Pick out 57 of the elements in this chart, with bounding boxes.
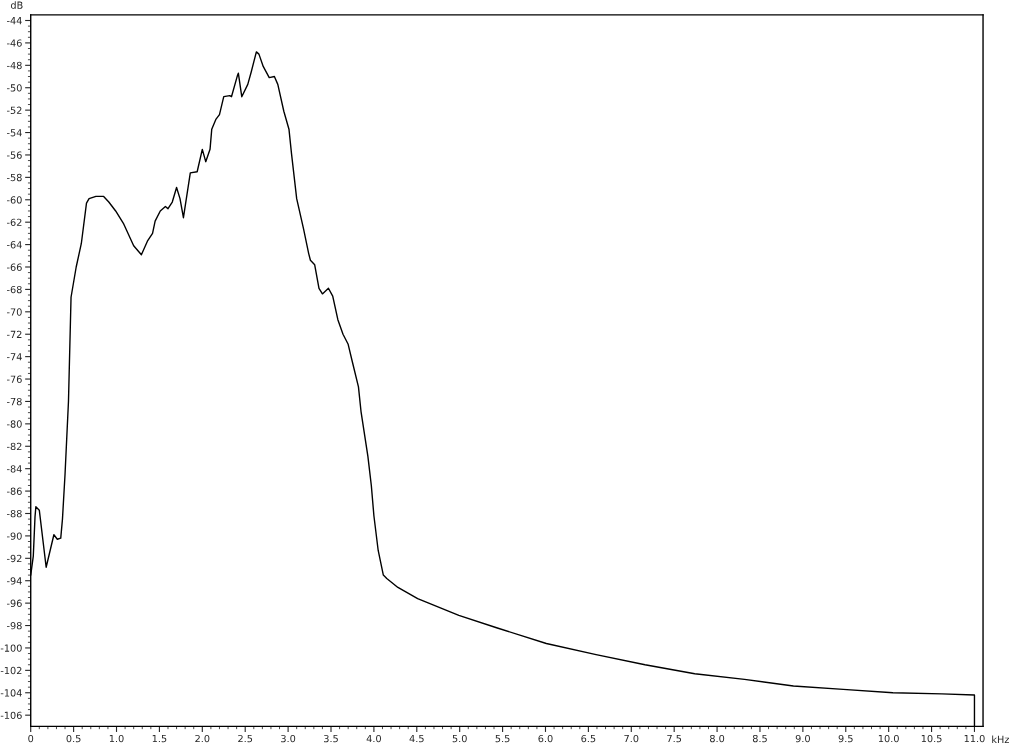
y-tick-label: -94 (6, 577, 22, 585)
x-tick-label: 7.0 (624, 734, 639, 743)
x-tick-label: 8.0 (710, 734, 725, 743)
x-tick-label: 2.0 (195, 734, 210, 743)
x-tick-label: 3.5 (324, 734, 338, 743)
y-tick-label: -58 (6, 173, 22, 182)
y-tick-label: -96 (6, 599, 22, 607)
x-tick-label: 6.5 (581, 734, 596, 743)
y-tick-label: -80 (6, 420, 22, 428)
y-tick-label: -106 (0, 711, 22, 719)
y-tick-label: -72 (6, 330, 22, 338)
y-tick-label: -50 (6, 84, 22, 92)
y-tick-label: -68 (6, 285, 22, 294)
y-tick-label: -52 (6, 106, 22, 114)
x-tick-label: 9.0 (795, 734, 810, 743)
y-tick-label: -48 (6, 61, 22, 70)
x-tick-label: 0 (28, 734, 34, 743)
x-tick-label: 10.5 (921, 734, 942, 743)
x-tick-label: 4.5 (409, 735, 424, 743)
y-axis-title: dB (10, 1, 23, 9)
x-tick-label: 8.5 (752, 734, 767, 743)
x-axis-title: kHz (992, 735, 1009, 743)
y-tick-label: -66 (6, 263, 22, 271)
x-tick-label: 7.5 (667, 735, 682, 743)
y-tick-label: -70 (6, 308, 22, 316)
x-tick-label: 9.5 (838, 734, 853, 743)
y-tick-label: -54 (6, 129, 22, 137)
x-tick-label: 4.0 (366, 734, 381, 743)
x-tick-label: 3.0 (281, 734, 296, 743)
x-tick-label: 11.0 (964, 734, 985, 743)
x-tick-label: 5.0 (452, 734, 467, 743)
y-tick-label: -46 (6, 39, 22, 47)
y-tick-label: -90 (6, 532, 22, 540)
x-tick-label: 5.5 (495, 735, 510, 743)
x-tick-label: 2.5 (238, 734, 253, 743)
y-tick-label: -84 (6, 465, 22, 473)
y-tick-label: -44 (6, 17, 22, 25)
y-tick-label: -82 (6, 442, 22, 451)
x-tick-label: 10.0 (878, 734, 899, 743)
y-tick-label: -86 (6, 487, 22, 495)
y-tick-label: -88 (6, 509, 22, 518)
y-tick-label: -64 (6, 241, 22, 249)
y-tick-label: -62 (6, 218, 22, 227)
y-tick-label: -102 (0, 666, 22, 675)
x-tick-label: 1.0 (109, 734, 124, 743)
y-tick-label: -104 (0, 689, 22, 697)
y-tick-label: -92 (6, 554, 22, 563)
y-tick-label: -100 (0, 644, 22, 652)
y-tick-label: -60 (6, 196, 22, 204)
x-tick-label: 0.5 (66, 734, 81, 743)
y-tick-label: -76 (6, 375, 22, 383)
y-tick-label: -78 (6, 397, 22, 406)
y-tick-label: -98 (6, 622, 22, 630)
y-tick-label: -56 (6, 151, 22, 159)
x-tick-label: 6.0 (538, 734, 553, 743)
y-tick-label: -74 (6, 353, 22, 361)
x-tick-label: 1.5 (152, 735, 167, 743)
